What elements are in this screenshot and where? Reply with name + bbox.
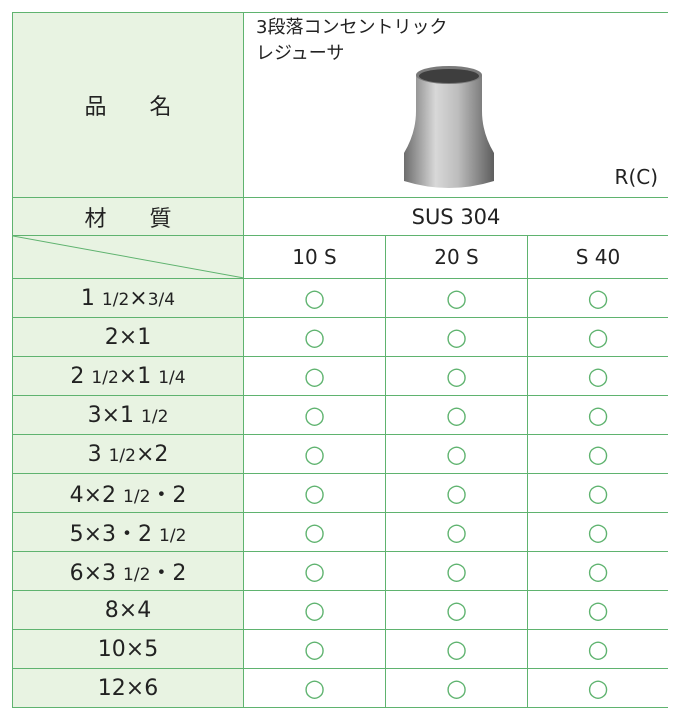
size: 2 1/2×1 1/4 bbox=[12, 356, 244, 396]
availability: ○ bbox=[385, 434, 528, 474]
size: 12×6 bbox=[12, 668, 244, 708]
availability: ○ bbox=[243, 551, 386, 591]
row: 3×1 1/2 ○ ○ ○ bbox=[12, 395, 668, 435]
product-name: 3段落コンセントリック レジューサ bbox=[256, 15, 447, 67]
availability: ○ bbox=[385, 590, 528, 630]
availability: ○ bbox=[243, 590, 386, 630]
availability: ○ bbox=[243, 395, 386, 435]
availability: ○ bbox=[243, 512, 386, 552]
name-label: 品 名 bbox=[12, 12, 244, 198]
row: 8×4 ○ ○ ○ bbox=[12, 590, 668, 630]
availability: ○ bbox=[385, 395, 528, 435]
size: 3×1 1/2 bbox=[12, 395, 244, 435]
diagonal bbox=[13, 236, 244, 278]
availability: ○ bbox=[526, 473, 668, 513]
schedule: 20 S bbox=[385, 235, 528, 279]
availability: ○ bbox=[243, 317, 386, 357]
size: 1 1/2×3/4 bbox=[12, 278, 244, 318]
row: 1 1/2×3/4 ○ ○ ○ bbox=[12, 278, 668, 318]
schedule: S 40 bbox=[526, 235, 668, 279]
availability: ○ bbox=[526, 590, 668, 630]
availability: ○ bbox=[243, 668, 386, 708]
availability: ○ bbox=[526, 512, 668, 552]
product-code: R(C) bbox=[614, 165, 659, 189]
availability: ○ bbox=[526, 278, 668, 318]
table-wrap: 品 名 3段落コンセントリック レジューサ R(C) 材 質 SUS 304 1… bbox=[12, 12, 668, 711]
availability: ○ bbox=[385, 317, 528, 357]
availability: ○ bbox=[243, 629, 386, 669]
product-name-line: レジューサ bbox=[256, 43, 345, 64]
product-image bbox=[404, 66, 494, 188]
size: 4×2 1/2・2 bbox=[12, 473, 244, 513]
availability: ○ bbox=[385, 668, 528, 708]
availability: ○ bbox=[243, 434, 386, 474]
material-label: 材 質 bbox=[12, 197, 244, 236]
availability: ○ bbox=[385, 473, 528, 513]
availability: ○ bbox=[526, 668, 668, 708]
availability: ○ bbox=[385, 551, 528, 591]
availability: ○ bbox=[526, 317, 668, 357]
material-value: SUS 304 bbox=[242, 197, 668, 236]
size: 2×1 bbox=[12, 317, 244, 357]
spec-table: 品 名 3段落コンセントリック レジューサ R(C) 材 質 SUS 304 1… bbox=[12, 12, 668, 708]
size: 3 1/2×2 bbox=[12, 434, 244, 474]
corner-cell bbox=[12, 235, 244, 279]
availability: ○ bbox=[385, 512, 528, 552]
product-cell: 3段落コンセントリック レジューサ R(C) bbox=[242, 12, 668, 198]
product-name-line: 3段落コンセントリック bbox=[256, 17, 448, 38]
row: 5×3・2 1/2 ○ ○ ○ bbox=[12, 512, 668, 552]
schedule: 10 S bbox=[243, 235, 386, 279]
availability: ○ bbox=[526, 434, 668, 474]
size: 8×4 bbox=[12, 590, 244, 630]
row: 12×6 ○ ○ ○ bbox=[12, 668, 668, 708]
row: 10×5 ○ ○ ○ bbox=[12, 629, 668, 669]
availability: ○ bbox=[385, 629, 528, 669]
availability: ○ bbox=[243, 356, 386, 396]
availability: ○ bbox=[385, 278, 528, 318]
row: 6×3 1/2・2 ○ ○ ○ bbox=[12, 551, 668, 591]
row: 4×2 1/2・2 ○ ○ ○ bbox=[12, 473, 668, 513]
row: 2×1 ○ ○ ○ bbox=[12, 317, 668, 357]
availability: ○ bbox=[526, 629, 668, 669]
row: 3 1/2×2 ○ ○ ○ bbox=[12, 434, 668, 474]
availability: ○ bbox=[526, 551, 668, 591]
size: 6×3 1/2・2 bbox=[12, 551, 244, 591]
size: 10×5 bbox=[12, 629, 244, 669]
availability: ○ bbox=[526, 395, 668, 435]
availability: ○ bbox=[385, 356, 528, 396]
availability: ○ bbox=[526, 356, 668, 396]
availability: ○ bbox=[243, 278, 386, 318]
availability: ○ bbox=[243, 473, 386, 513]
size: 5×3・2 1/2 bbox=[12, 512, 244, 552]
row: 2 1/2×1 1/4 ○ ○ ○ bbox=[12, 356, 668, 396]
